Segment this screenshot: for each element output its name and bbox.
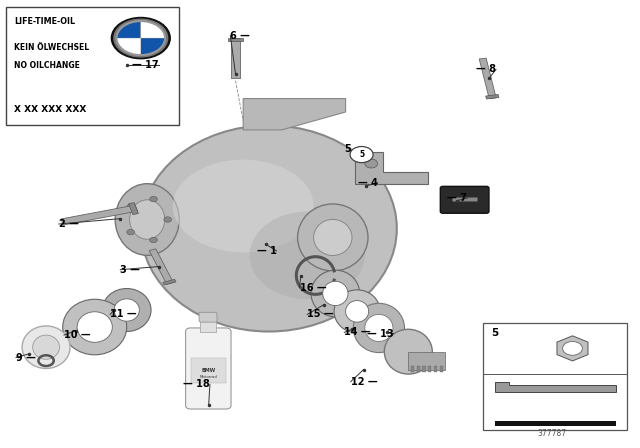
Polygon shape xyxy=(479,58,496,99)
FancyBboxPatch shape xyxy=(186,328,231,409)
Polygon shape xyxy=(355,152,428,184)
Polygon shape xyxy=(61,205,138,225)
Circle shape xyxy=(114,19,168,57)
Text: 9 —: 9 — xyxy=(16,353,36,362)
Text: 2 —: 2 — xyxy=(59,219,79,229)
Circle shape xyxy=(150,196,157,202)
Bar xyxy=(495,421,616,426)
Circle shape xyxy=(563,341,582,355)
Text: 3 —: 3 — xyxy=(120,265,140,275)
Ellipse shape xyxy=(115,184,179,255)
Circle shape xyxy=(150,237,157,243)
Ellipse shape xyxy=(298,204,368,271)
Bar xyxy=(191,358,226,383)
Polygon shape xyxy=(557,336,588,361)
FancyBboxPatch shape xyxy=(440,186,489,213)
Text: NO OILCHANGE: NO OILCHANGE xyxy=(14,61,80,70)
Polygon shape xyxy=(232,38,240,78)
Ellipse shape xyxy=(311,270,360,317)
Ellipse shape xyxy=(141,125,397,332)
Ellipse shape xyxy=(334,290,380,333)
Text: — 13: — 13 xyxy=(367,329,394,339)
Text: KEIN ÖLWECHSEL: KEIN ÖLWECHSEL xyxy=(14,43,89,52)
Bar xyxy=(452,197,477,201)
Ellipse shape xyxy=(22,326,70,368)
Text: X XX XXX XXX: X XX XXX XXX xyxy=(14,105,86,114)
Text: 14 —: 14 — xyxy=(344,327,371,337)
Circle shape xyxy=(111,17,170,59)
Ellipse shape xyxy=(33,335,60,359)
Circle shape xyxy=(365,159,378,168)
Ellipse shape xyxy=(346,301,369,322)
Polygon shape xyxy=(129,202,138,215)
Polygon shape xyxy=(228,38,243,41)
Text: — 8: — 8 xyxy=(476,65,496,74)
Bar xyxy=(200,320,216,332)
Bar xyxy=(6,7,179,125)
Wedge shape xyxy=(141,21,165,38)
Bar xyxy=(411,366,414,372)
Text: BMW: BMW xyxy=(202,368,216,374)
Text: — 1: — 1 xyxy=(257,246,276,256)
Circle shape xyxy=(127,204,134,210)
Ellipse shape xyxy=(323,281,348,306)
Polygon shape xyxy=(149,249,173,284)
Bar xyxy=(422,366,426,372)
Wedge shape xyxy=(116,21,141,38)
Text: 11 —: 11 — xyxy=(110,310,137,319)
Bar xyxy=(434,366,437,372)
Text: 377787: 377787 xyxy=(537,429,566,438)
Polygon shape xyxy=(495,382,616,392)
Polygon shape xyxy=(486,95,499,99)
Wedge shape xyxy=(116,38,141,55)
FancyBboxPatch shape xyxy=(199,312,217,322)
Bar xyxy=(417,366,420,372)
Ellipse shape xyxy=(129,200,165,239)
Polygon shape xyxy=(243,99,346,130)
Text: — 17: — 17 xyxy=(132,60,159,70)
Text: 12 —: 12 — xyxy=(351,377,378,387)
Ellipse shape xyxy=(365,314,393,341)
Circle shape xyxy=(127,229,134,235)
Text: 15 —: 15 — xyxy=(307,310,334,319)
Text: Motorrad: Motorrad xyxy=(200,375,218,379)
Circle shape xyxy=(164,217,172,222)
Ellipse shape xyxy=(250,211,365,299)
Polygon shape xyxy=(163,280,176,285)
Ellipse shape xyxy=(314,220,352,255)
Text: — 7: — 7 xyxy=(447,193,467,203)
Text: — 4: — 4 xyxy=(358,178,378,188)
Ellipse shape xyxy=(102,289,151,332)
Bar xyxy=(440,366,443,372)
Ellipse shape xyxy=(173,159,314,253)
Text: 16 —: 16 — xyxy=(300,283,326,293)
Bar xyxy=(483,323,627,430)
Bar xyxy=(408,352,445,370)
Text: 5: 5 xyxy=(491,328,498,338)
Ellipse shape xyxy=(77,312,113,342)
Ellipse shape xyxy=(114,299,140,321)
Ellipse shape xyxy=(353,303,404,353)
Wedge shape xyxy=(141,38,165,55)
Text: 6 —: 6 — xyxy=(230,31,250,41)
Text: LIFE-TIME-OIL: LIFE-TIME-OIL xyxy=(14,17,76,26)
Text: 10 —: 10 — xyxy=(64,330,91,340)
Bar xyxy=(428,366,431,372)
Ellipse shape xyxy=(63,299,127,355)
Text: — 18: — 18 xyxy=(183,379,210,389)
Circle shape xyxy=(350,146,373,163)
Text: 5: 5 xyxy=(344,144,351,154)
Ellipse shape xyxy=(384,329,433,374)
Text: 5: 5 xyxy=(359,150,364,159)
